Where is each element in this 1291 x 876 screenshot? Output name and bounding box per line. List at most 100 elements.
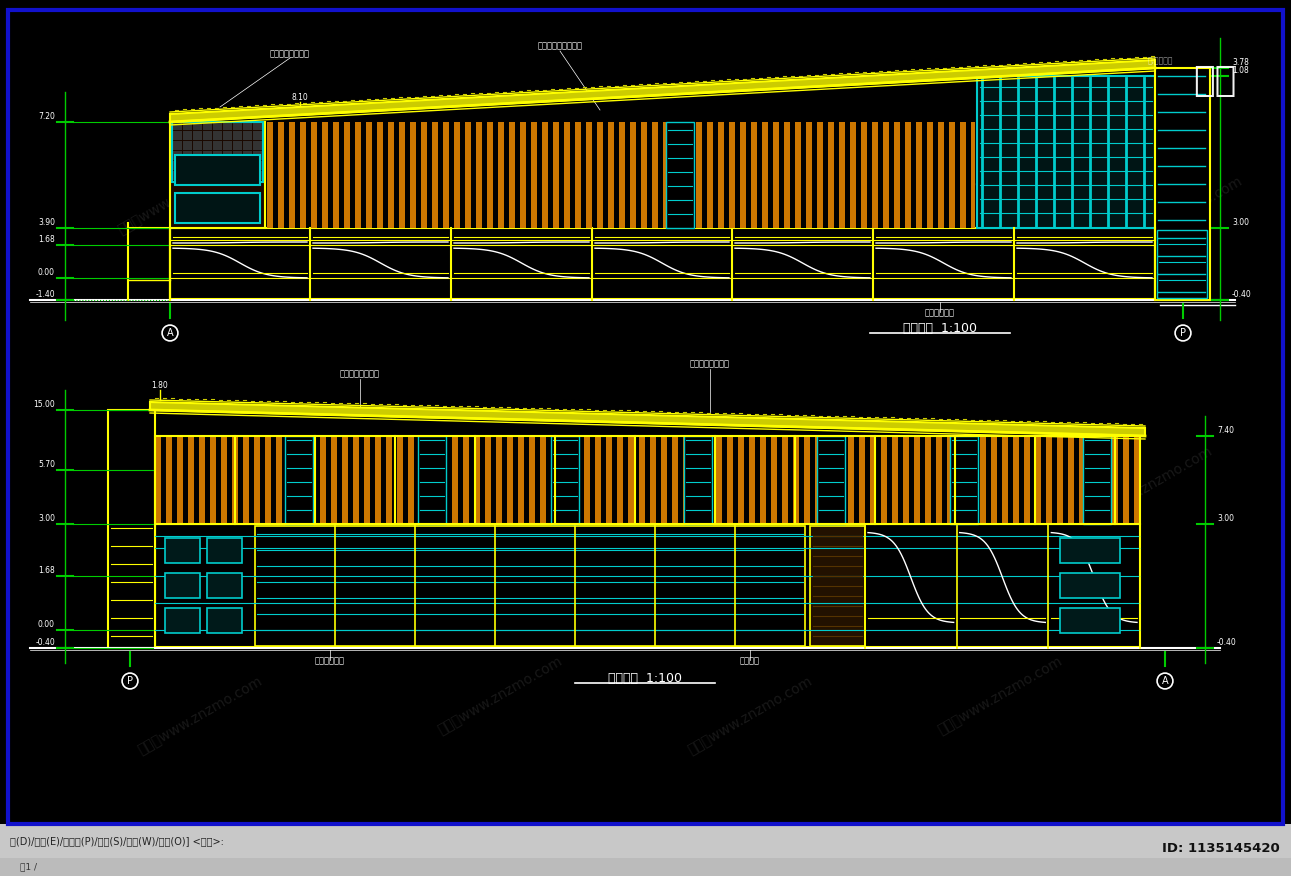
Bar (771, 436, 777, 524)
Bar (389, 122, 394, 228)
Bar (1024, 436, 1030, 524)
Bar (223, 141, 232, 151)
Bar (398, 436, 403, 524)
Bar (232, 141, 241, 151)
Bar (352, 436, 359, 524)
Bar (1060, 538, 1121, 563)
Text: -0.40: -0.40 (1217, 638, 1237, 647)
Bar (574, 122, 581, 228)
Bar (673, 436, 678, 524)
Bar (183, 152, 192, 160)
Bar (232, 172, 241, 180)
Bar (386, 436, 392, 524)
Bar (1068, 436, 1074, 524)
Bar (192, 141, 201, 151)
Bar (1046, 436, 1052, 524)
Text: 灰黑色铝合金幕墙: 灰黑色铝合金幕墙 (689, 359, 729, 368)
Bar (917, 122, 922, 228)
Bar (108, 410, 155, 648)
Bar (828, 122, 834, 228)
Text: 3.90: 3.90 (37, 218, 56, 227)
Bar (696, 122, 702, 228)
Bar (165, 538, 200, 563)
Bar (474, 436, 480, 524)
Bar (243, 152, 252, 160)
Text: 图1 /: 图1 / (19, 863, 37, 872)
Bar (320, 436, 327, 524)
Text: 3.00: 3.00 (37, 514, 56, 523)
Text: 东,立立面图: 东,立立面图 (1148, 56, 1172, 66)
Bar (463, 436, 469, 524)
Bar (948, 436, 953, 524)
Bar (377, 122, 383, 228)
Text: 黄色彩石水泥涂料: 黄色彩石水泥涂料 (340, 369, 380, 378)
Text: -0.40: -0.40 (1232, 290, 1252, 299)
Bar (727, 436, 733, 524)
Bar (683, 436, 689, 524)
Bar (287, 436, 293, 524)
Bar (223, 121, 232, 131)
Bar (914, 436, 920, 524)
Bar (958, 436, 964, 524)
Bar (173, 131, 182, 140)
Bar (529, 436, 534, 524)
Bar (267, 122, 975, 228)
Bar (420, 436, 425, 524)
Text: 知末网www.znzmo.com: 知末网www.znzmo.com (926, 135, 1055, 217)
Bar (826, 436, 831, 524)
Bar (661, 436, 667, 524)
Bar (213, 161, 222, 170)
Bar (421, 122, 427, 228)
Bar (1057, 436, 1062, 524)
Bar (871, 122, 878, 228)
Bar (309, 436, 315, 524)
Bar (531, 122, 537, 228)
Bar (183, 161, 192, 170)
Text: 知末网www.znzmo.com: 知末网www.znzmo.com (686, 675, 815, 758)
Bar (630, 122, 636, 228)
Bar (971, 122, 975, 228)
Bar (253, 172, 262, 180)
Bar (183, 141, 192, 151)
Bar (1112, 436, 1118, 524)
Bar (176, 193, 259, 223)
Bar (330, 436, 337, 524)
Bar (289, 122, 296, 228)
Bar (183, 121, 192, 131)
Bar (207, 538, 241, 563)
Bar (256, 526, 806, 646)
Bar (173, 161, 182, 170)
Bar (1013, 436, 1019, 524)
Bar (188, 436, 194, 524)
Bar (223, 152, 232, 160)
Bar (367, 122, 372, 228)
Bar (298, 436, 303, 524)
Bar (203, 172, 212, 180)
Bar (586, 122, 593, 228)
Bar (173, 141, 182, 151)
Bar (905, 122, 911, 228)
Bar (167, 436, 172, 524)
Bar (199, 436, 205, 524)
Bar (213, 131, 222, 140)
Bar (173, 121, 182, 131)
Bar (232, 131, 241, 140)
Text: 3.00: 3.00 (1232, 218, 1248, 227)
Bar (729, 122, 735, 228)
Bar (970, 436, 975, 524)
Bar (223, 161, 232, 170)
Bar (418, 436, 445, 524)
Bar (207, 573, 241, 598)
Text: 知末网www.znzmo.com: 知末网www.znzmo.com (385, 475, 515, 557)
Bar (333, 122, 340, 228)
Text: 白色外墙涂料: 白色外墙涂料 (315, 656, 345, 665)
Bar (608, 122, 615, 228)
Bar (686, 122, 691, 228)
Bar (924, 436, 931, 524)
Bar (232, 436, 238, 524)
Bar (1090, 436, 1096, 524)
Text: ID: 1135145420: ID: 1135145420 (1162, 842, 1279, 854)
Bar (203, 161, 212, 170)
Text: 灰色面砖: 灰色面砖 (740, 656, 760, 665)
Bar (192, 152, 201, 160)
